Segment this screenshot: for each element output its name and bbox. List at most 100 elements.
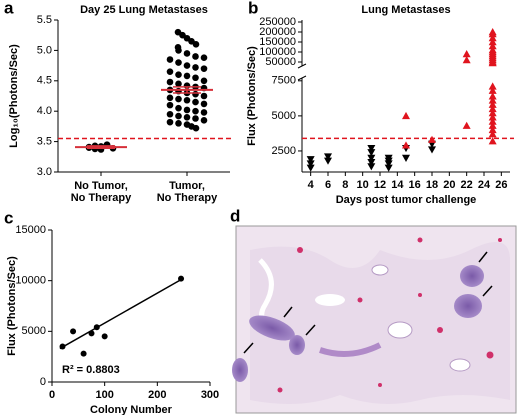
point bbox=[488, 86, 497, 94]
point bbox=[462, 121, 471, 129]
point bbox=[488, 113, 497, 121]
x-tick-label: 4 bbox=[308, 179, 315, 191]
dot bbox=[166, 68, 174, 75]
point bbox=[488, 109, 497, 117]
dot bbox=[192, 124, 200, 132]
annotation: R² = 0.8803 bbox=[62, 364, 120, 376]
x-tick-label: 300 bbox=[201, 389, 219, 401]
dot bbox=[192, 90, 199, 98]
x-tick-label: 22 bbox=[461, 179, 473, 191]
dot bbox=[183, 113, 191, 121]
y-tick-label: 0 bbox=[40, 376, 46, 388]
point bbox=[402, 111, 410, 120]
point bbox=[384, 164, 393, 172]
dot bbox=[175, 80, 182, 88]
y-axis-label: Flux (Photons/Sec) bbox=[6, 256, 18, 356]
y-tick-label: 200000 bbox=[259, 26, 296, 38]
dot bbox=[192, 115, 199, 122]
point bbox=[488, 28, 497, 36]
x-tick-label: Tumor, bbox=[169, 180, 205, 192]
dot bbox=[200, 92, 208, 100]
error-bar bbox=[87, 145, 115, 150]
dot bbox=[183, 50, 191, 57]
x-tick-label: 14 bbox=[391, 179, 404, 191]
dot bbox=[175, 71, 182, 79]
dot bbox=[166, 118, 174, 126]
x-tick-label: No Tumor, bbox=[74, 180, 128, 192]
point bbox=[402, 154, 410, 162]
dot bbox=[183, 72, 191, 80]
x-tick-label: 8 bbox=[342, 179, 348, 191]
panel-label: b bbox=[248, 0, 258, 17]
panel-label: c bbox=[4, 208, 13, 227]
point bbox=[80, 350, 87, 357]
fit-line bbox=[59, 279, 182, 350]
y-tick-label: 150000 bbox=[259, 36, 296, 48]
point bbox=[488, 82, 497, 90]
point bbox=[488, 137, 497, 145]
y-tick-label: 3.5 bbox=[37, 136, 52, 148]
point bbox=[402, 141, 410, 149]
point bbox=[367, 149, 376, 157]
y-tick-label: 10000 bbox=[15, 275, 46, 287]
x-tick-label: No Therapy bbox=[71, 192, 132, 204]
x-tick-label: 100 bbox=[95, 389, 113, 401]
dot bbox=[175, 112, 182, 120]
dot bbox=[183, 96, 191, 104]
chart-title: Lung Metastases bbox=[361, 4, 450, 16]
x-tick-label: 24 bbox=[478, 179, 491, 191]
axis-break bbox=[297, 75, 307, 81]
point bbox=[59, 343, 66, 350]
chart-title: Day 25 Lung Metastases bbox=[80, 4, 208, 16]
point bbox=[488, 104, 497, 113]
dot bbox=[192, 98, 199, 106]
y-tick-label: 7500 bbox=[272, 75, 296, 87]
dot bbox=[175, 95, 182, 103]
point bbox=[488, 42, 497, 50]
y-tick-label: 5000 bbox=[272, 110, 296, 122]
y-tick-label: 3.0 bbox=[37, 166, 52, 178]
x-tick-label: 6 bbox=[325, 179, 331, 191]
point bbox=[101, 333, 108, 340]
point bbox=[462, 50, 471, 58]
dot bbox=[175, 104, 182, 112]
point bbox=[428, 135, 436, 143]
point bbox=[488, 125, 497, 134]
dot bbox=[192, 53, 199, 60]
x-tick-label: 200 bbox=[148, 389, 166, 401]
point bbox=[324, 153, 332, 161]
point bbox=[178, 275, 185, 282]
y-axis-label: Flux (Photons/Sec) bbox=[246, 46, 258, 146]
point bbox=[488, 34, 497, 42]
point bbox=[462, 56, 471, 64]
x-axis-label: Days post tumor challenge bbox=[336, 194, 477, 206]
point bbox=[324, 157, 332, 165]
x-tick-label: 20 bbox=[443, 179, 455, 191]
point bbox=[488, 38, 497, 46]
x-tick-label: No Therapy bbox=[157, 192, 218, 204]
x-axis-label: Colony Number bbox=[90, 404, 173, 415]
point bbox=[488, 100, 497, 108]
dot bbox=[200, 65, 208, 72]
point bbox=[70, 328, 77, 335]
y-tick-label: 5.0 bbox=[37, 44, 52, 56]
dot bbox=[166, 56, 174, 63]
point bbox=[367, 158, 376, 167]
dot bbox=[200, 54, 208, 61]
x-tick-label: 16 bbox=[409, 179, 421, 191]
histology-image bbox=[232, 225, 517, 414]
y-tick-label: 15000 bbox=[15, 224, 46, 236]
dot bbox=[166, 110, 174, 118]
point bbox=[93, 324, 100, 331]
dot bbox=[166, 94, 174, 102]
axis-break bbox=[297, 63, 307, 69]
dot bbox=[175, 120, 182, 127]
x-tick-label: 26 bbox=[495, 179, 507, 191]
dot bbox=[166, 101, 174, 109]
point bbox=[306, 156, 315, 164]
dot bbox=[175, 47, 182, 54]
dot bbox=[192, 64, 199, 71]
point bbox=[367, 154, 376, 162]
dot bbox=[166, 78, 174, 86]
